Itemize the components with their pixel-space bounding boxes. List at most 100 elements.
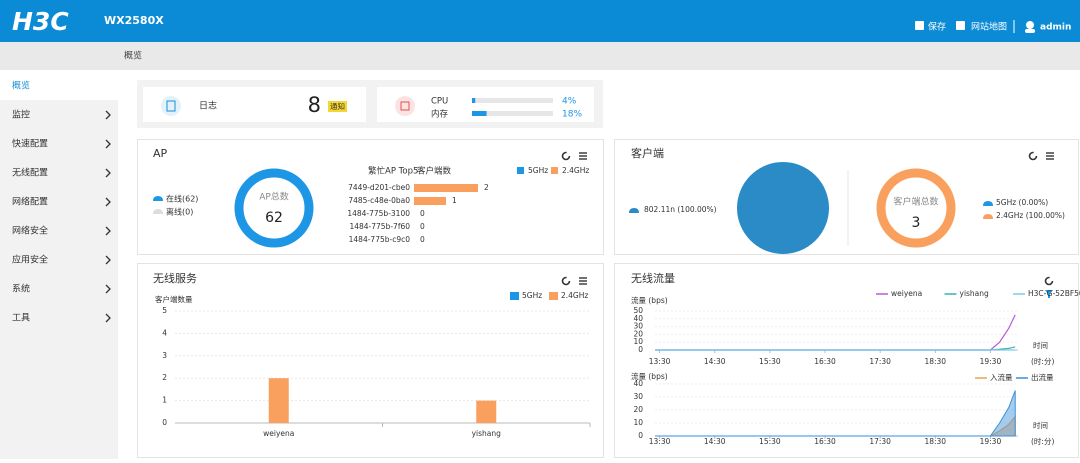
legend-icon: [983, 214, 993, 219]
progress-bar: [472, 111, 487, 116]
legend-swatch: [549, 292, 558, 300]
x-tick-label: 14:30: [704, 357, 726, 366]
log-label: 日志: [199, 100, 217, 112]
x-tick-label: 17:30: [869, 357, 891, 366]
panel: [614, 263, 1079, 458]
legend-icon: [983, 201, 993, 206]
progress-track: [472, 111, 553, 116]
log-count: 8: [308, 93, 321, 117]
legend-label: 入流量: [990, 372, 1013, 382]
y-tick-label: 5: [162, 306, 167, 315]
nav-item[interactable]: 网络配置: [12, 196, 48, 208]
progress-bar: [472, 98, 476, 103]
y-tick-label: 0: [162, 418, 167, 427]
save-icon: [915, 21, 924, 30]
category-label: 7449-d201-cbe0: [348, 183, 410, 192]
nav-item[interactable]: 快速配置: [12, 138, 48, 150]
label: 5GHz (0.00%): [996, 198, 1048, 207]
model: WX2580X: [104, 14, 164, 27]
nav-item[interactable]: 网络安全: [12, 225, 48, 237]
legend-label: 5GHz: [522, 291, 542, 300]
data-label: 0: [420, 235, 425, 244]
chevron: [105, 313, 111, 323]
online-icon: [153, 196, 163, 201]
axis-title: 流量 (bps): [631, 295, 668, 305]
x-tick-label: weiyena: [263, 429, 294, 438]
legend-swatch: [510, 292, 519, 300]
chevron: [105, 168, 111, 178]
panel-title: AP: [153, 147, 168, 160]
client-total: 3: [912, 215, 921, 231]
x-tick-label: 18:30: [924, 357, 946, 366]
breadcrumb: 概览: [124, 50, 142, 62]
nav-item[interactable]: 监控: [12, 109, 30, 121]
user-icon-body: [1025, 29, 1035, 33]
y-tick-label: 0: [638, 431, 643, 440]
refresh-icon[interactable]: [1044, 276, 1054, 286]
chevron: [105, 255, 111, 265]
legend-label: 2.4GHz: [562, 166, 589, 175]
badge: [328, 101, 347, 112]
nav-item[interactable]: 无线配置: [12, 167, 48, 179]
nav-item[interactable]: 概览: [12, 80, 30, 92]
data-label: 0: [420, 222, 425, 231]
y-tick-label: 0: [638, 345, 643, 354]
y-tick-label: 10: [633, 418, 643, 427]
x-tick-label: yishang: [472, 429, 502, 438]
badge-text: 通知: [330, 101, 345, 111]
x-tick-label: 13:30: [649, 357, 671, 366]
header-bar: [0, 0, 1080, 42]
x-tick-label: 15:30: [759, 437, 781, 446]
label: 繁忙AP Top5: [368, 166, 418, 177]
category-label: 7485-c48e-0ba0: [348, 196, 410, 205]
nav-item[interactable]: 系统: [12, 283, 30, 295]
cpu-value: 4%: [562, 97, 577, 107]
panel: [137, 263, 604, 458]
y-tick-label: 3: [162, 351, 167, 360]
log-icon: [161, 96, 181, 116]
y-tick-label: 1: [162, 396, 167, 405]
legend-icon: [629, 208, 639, 213]
x-tick-label: 16:30: [814, 357, 836, 366]
sidebar-active: [0, 70, 118, 100]
memory-value: 18%: [562, 110, 582, 120]
panel-title: 无线流量: [631, 271, 675, 285]
x-tick-label: 13:30: [649, 437, 671, 446]
nav-item[interactable]: 应用安全: [12, 254, 48, 266]
chevron: [105, 110, 111, 120]
label: 客户端总数: [893, 196, 938, 208]
category-label: 1484-775b-7f60: [349, 222, 410, 231]
filter-icon[interactable]: [1045, 290, 1053, 298]
panel: [614, 139, 1079, 255]
y-tick-label: 40: [633, 379, 643, 388]
data-label: 1: [452, 196, 457, 205]
x-tick-label: 17:30: [869, 437, 891, 446]
log-icon-sheet: [166, 100, 176, 112]
sitemap-link[interactable]: 网站地图: [971, 21, 1007, 33]
label: AP总数: [259, 191, 289, 203]
refresh-icon[interactable]: [1028, 151, 1038, 161]
chevron: [105, 197, 111, 207]
user-menu[interactable]: admin: [1040, 23, 1071, 33]
label: 802.11n (100.00%): [644, 205, 717, 214]
x-tick-label: 19:30: [980, 437, 1002, 446]
panel-title: 客户端: [631, 146, 664, 160]
x-tick-label: 16:30: [814, 437, 836, 446]
ap-total: 62: [265, 210, 283, 226]
refresh-icon[interactable]: [561, 276, 571, 286]
memory-label: 内存: [431, 109, 449, 120]
donut-segment: [876, 168, 956, 248]
nav-item[interactable]: 工具: [12, 313, 30, 324]
y-tick-label: 40: [633, 314, 643, 323]
save-button[interactable]: 保存: [928, 21, 946, 33]
chevron: [105, 226, 111, 236]
breadcrumb-bar: [0, 42, 1080, 70]
y-tick-label: 30: [633, 322, 643, 331]
refresh-icon[interactable]: [561, 151, 571, 161]
y-tick-label: 30: [633, 392, 643, 401]
x-tick-label: 19:30: [980, 357, 1002, 366]
data-label: 0: [420, 209, 425, 218]
legend-swatch: [517, 167, 524, 174]
legend-label: yishang: [960, 289, 990, 298]
x-tick-label: 15:30: [759, 357, 781, 366]
